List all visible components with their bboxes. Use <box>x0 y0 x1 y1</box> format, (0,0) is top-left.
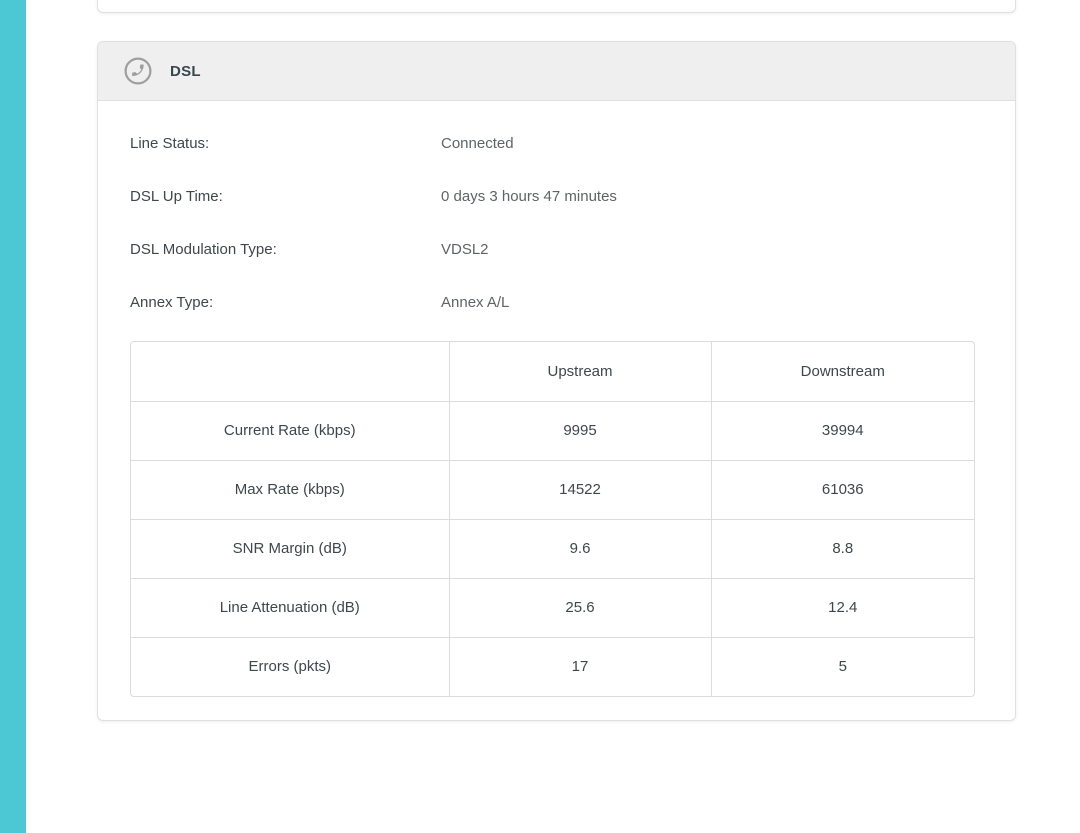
table-row-max-rate: Max Rate (kbps) 14522 61036 <box>131 459 974 519</box>
dsl-card-body: Line Status: Connected DSL Up Time: 0 da… <box>98 101 1015 697</box>
upstream-value: 9.6 <box>448 518 711 578</box>
upstream-value: 14522 <box>448 459 711 519</box>
field-label: DSL Modulation Type: <box>130 241 277 258</box>
field-value: VDSL2 <box>441 241 489 258</box>
field-label: Line Status: <box>130 135 210 152</box>
field-value: Annex A/L <box>441 294 510 311</box>
downstream-value: 12.4 <box>710 577 974 637</box>
row-label: Line Attenuation (dB) <box>131 577 449 637</box>
field-row-annex-type: Annex Type: Annex A/L <box>130 276 973 329</box>
upstream-value: 9995 <box>448 400 711 460</box>
table-row-errors: Errors (pkts) 17 5 <box>131 636 974 696</box>
row-label: SNR Margin (dB) <box>131 518 449 578</box>
table-row-line-attenuation: Line Attenuation (dB) 25.6 12.4 <box>131 577 974 637</box>
table-header-row: Upstream Downstream <box>131 342 974 401</box>
upstream-value: 17 <box>448 636 711 696</box>
field-value: Connected <box>441 135 514 152</box>
dsl-card-header: DSL <box>98 42 1015 101</box>
upstream-value: 25.6 <box>448 577 711 637</box>
column-header-upstream: Upstream <box>448 342 711 401</box>
row-label: Current Rate (kbps) <box>131 400 449 460</box>
field-label: DSL Up Time: <box>130 188 223 205</box>
downstream-value: 5 <box>710 636 974 696</box>
downstream-value: 8.8 <box>710 518 974 578</box>
field-value: 0 days 3 hours 47 minutes <box>441 188 617 205</box>
downstream-value: 61036 <box>710 459 974 519</box>
phone-icon <box>124 57 152 85</box>
dsl-stats-table: Upstream Downstream Current Rate (kbps) … <box>130 341 975 697</box>
column-header-downstream: Downstream <box>710 342 974 401</box>
field-row-dsl-up-time: DSL Up Time: 0 days 3 hours 47 minutes <box>130 170 973 223</box>
table-row-snr-margin: SNR Margin (dB) 9.6 8.8 <box>131 518 974 578</box>
dsl-card-title: DSL <box>170 62 201 80</box>
row-label: Errors (pkts) <box>131 636 449 696</box>
previous-card-bottom-edge <box>97 0 1016 13</box>
field-row-line-status: Line Status: Connected <box>130 117 973 170</box>
field-row-modulation-type: DSL Modulation Type: VDSL2 <box>130 223 973 276</box>
column-header-blank <box>131 342 449 401</box>
table-row-current-rate: Current Rate (kbps) 9995 39994 <box>131 400 974 460</box>
dsl-status-card: DSL Line Status: Connected DSL Up Time: … <box>97 41 1016 721</box>
sidebar-accent-strip <box>0 0 26 833</box>
field-label: Annex Type: <box>130 294 214 311</box>
row-label: Max Rate (kbps) <box>131 459 449 519</box>
downstream-value: 39994 <box>710 400 974 460</box>
